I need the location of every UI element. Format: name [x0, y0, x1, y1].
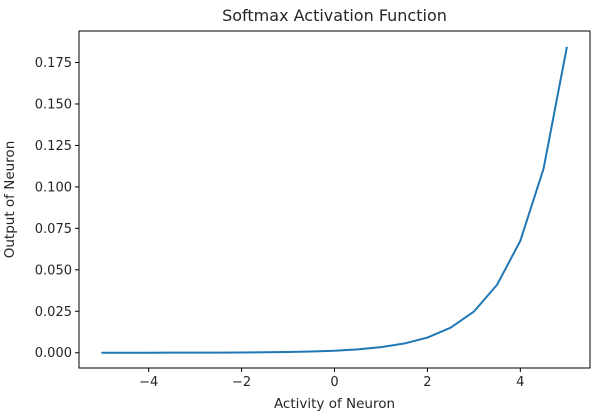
y-axis: 0.000 0.025 0.050 0.075 0.100 0.125 0.150 0.175 — [35, 56, 79, 361]
x-axis: −4 −2 0 2 4 — [139, 368, 524, 390]
y-tick-label: 0.000 — [35, 346, 72, 361]
x-tick-label: 4 — [516, 375, 524, 390]
x-tick-label: 0 — [330, 375, 338, 390]
y-tick-label: 0.150 — [35, 97, 72, 112]
y-tick-label: 0.025 — [35, 305, 72, 320]
y-tick-label: 0.125 — [35, 139, 72, 154]
x-tick-label: −2 — [232, 375, 251, 390]
x-axis-label: Activity of Neuron — [274, 396, 395, 412]
y-tick-label: 0.175 — [35, 56, 72, 71]
x-tick-label: 2 — [423, 375, 431, 390]
y-tick-label: 0.100 — [35, 180, 72, 195]
chart-title: Softmax Activation Function — [222, 6, 447, 25]
y-tick-label: 0.075 — [35, 222, 72, 237]
plot-area — [78, 30, 591, 369]
y-axis-label: Output of Neuron — [2, 141, 18, 259]
plot-frame — [78, 30, 591, 369]
y-tick-label: 0.050 — [35, 263, 72, 278]
x-tick-label: −4 — [139, 375, 158, 390]
series-line-0 — [101, 46, 568, 354]
